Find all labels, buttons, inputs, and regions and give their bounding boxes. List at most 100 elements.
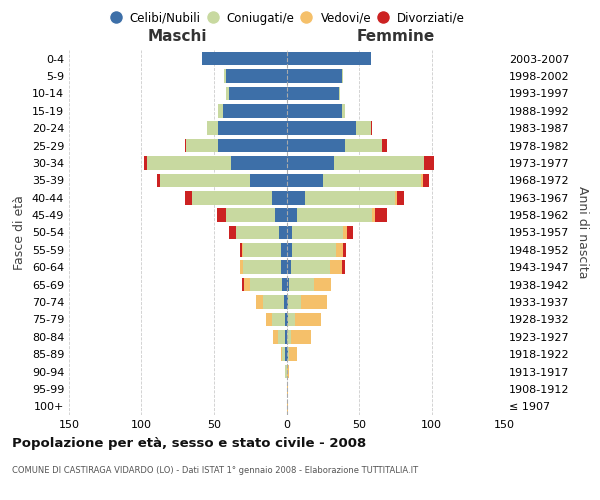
Text: Popolazione per età, sesso e stato civile - 2008: Popolazione per età, sesso e stato civil… — [12, 438, 366, 450]
Text: Femmine: Femmine — [356, 29, 434, 44]
Bar — [232, 156, 287, 170]
Bar — [274, 330, 278, 344]
Bar — [240, 260, 243, 274]
Bar — [281, 348, 282, 361]
Bar — [395, 191, 397, 204]
Bar — [275, 208, 287, 222]
Bar — [287, 365, 289, 378]
Bar — [305, 191, 395, 204]
Bar — [423, 174, 428, 187]
Bar — [341, 104, 344, 118]
Bar — [287, 400, 288, 413]
Y-axis label: Anni di nascita: Anni di nascita — [576, 186, 589, 279]
Bar — [281, 243, 287, 256]
Bar — [291, 260, 330, 274]
Bar — [291, 330, 311, 344]
Bar — [287, 104, 341, 118]
Bar — [287, 52, 371, 66]
Bar — [229, 86, 287, 100]
Bar — [224, 70, 226, 83]
Bar — [288, 312, 295, 326]
Bar — [285, 365, 287, 378]
Bar — [240, 243, 242, 256]
Bar — [375, 208, 386, 222]
Bar — [266, 312, 272, 326]
Bar — [287, 312, 288, 326]
Bar — [397, 191, 404, 204]
Bar — [287, 86, 338, 100]
Bar — [287, 174, 323, 187]
Bar — [330, 260, 341, 274]
Bar — [296, 208, 372, 222]
Bar — [285, 348, 287, 361]
Bar — [292, 243, 336, 256]
Bar — [289, 348, 296, 361]
Bar — [334, 156, 424, 170]
Bar — [250, 174, 287, 187]
Y-axis label: Fasce di età: Fasce di età — [13, 195, 26, 270]
Bar — [287, 226, 292, 239]
Bar — [192, 191, 272, 204]
Bar — [242, 278, 244, 291]
Bar — [250, 278, 282, 291]
Bar — [341, 260, 344, 274]
Bar — [287, 208, 296, 222]
Bar — [421, 174, 423, 187]
Bar — [287, 382, 288, 396]
Bar — [336, 243, 343, 256]
Bar — [295, 312, 322, 326]
Bar — [282, 278, 287, 291]
Bar — [356, 122, 371, 135]
Bar — [223, 104, 287, 118]
Bar — [287, 295, 288, 309]
Bar — [287, 139, 344, 152]
Bar — [288, 295, 301, 309]
Bar — [287, 122, 356, 135]
Bar — [278, 330, 285, 344]
Bar — [343, 243, 346, 256]
Bar — [145, 156, 148, 170]
Bar — [382, 139, 386, 152]
Bar — [287, 348, 288, 361]
Bar — [285, 312, 287, 326]
Text: COMUNE DI CASTIRAGA VIDARDO (LO) - Dati ISTAT 1° gennaio 2008 - Elaborazione TUT: COMUNE DI CASTIRAGA VIDARDO (LO) - Dati … — [12, 466, 418, 475]
Bar — [344, 139, 382, 152]
Legend: Celibi/Nubili, Coniugati/e, Vedovi/e, Divorziati/e: Celibi/Nubili, Coniugati/e, Vedovi/e, Di… — [106, 7, 470, 30]
Bar — [147, 156, 232, 170]
Bar — [279, 226, 287, 239]
Bar — [236, 226, 279, 239]
Bar — [185, 139, 187, 152]
Bar — [347, 226, 353, 239]
Bar — [187, 139, 218, 152]
Bar — [292, 226, 343, 239]
Bar — [226, 86, 229, 100]
Bar — [285, 330, 287, 344]
Bar — [301, 295, 327, 309]
Bar — [202, 52, 287, 66]
Bar — [288, 348, 289, 361]
Bar — [226, 208, 275, 222]
Bar — [323, 174, 421, 187]
Bar — [371, 122, 372, 135]
Bar — [314, 278, 331, 291]
Bar — [218, 139, 287, 152]
Bar — [338, 86, 340, 100]
Bar — [256, 295, 263, 309]
Bar — [272, 191, 287, 204]
Bar — [287, 191, 305, 204]
Bar — [281, 260, 287, 274]
Bar — [287, 278, 289, 291]
Bar — [287, 330, 291, 344]
Bar — [243, 243, 281, 256]
Bar — [243, 260, 281, 274]
Bar — [343, 226, 347, 239]
Bar — [218, 122, 287, 135]
Bar — [207, 122, 218, 135]
Bar — [272, 312, 285, 326]
Bar — [217, 208, 226, 222]
Text: Maschi: Maschi — [148, 29, 208, 44]
Bar — [282, 348, 285, 361]
Bar — [244, 278, 250, 291]
Bar — [242, 243, 243, 256]
Bar — [185, 191, 192, 204]
